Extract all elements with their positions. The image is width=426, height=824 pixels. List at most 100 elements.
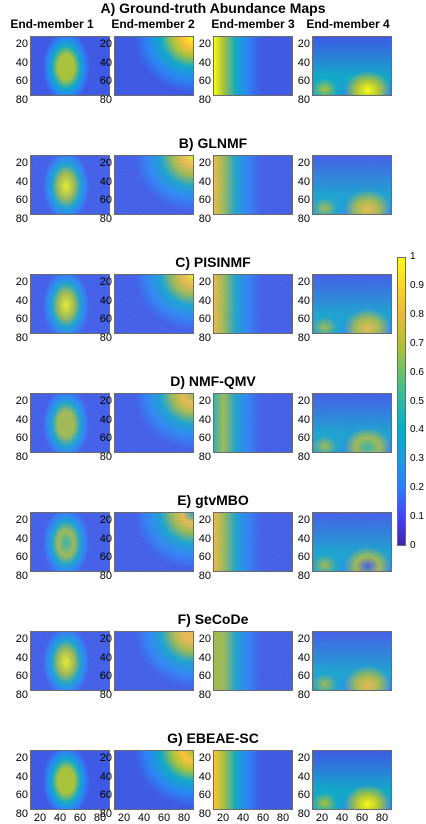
y-tick-label: 60 [297, 670, 310, 682]
x-tick-label: 60 [256, 812, 270, 824]
y-tick-label: 20 [297, 157, 310, 169]
row-title: C) PISINMF [175, 254, 251, 270]
y-tick-label: 40 [15, 770, 28, 783]
y-tick-label: 60 [15, 789, 28, 801]
x-tick-label: 20 [315, 812, 329, 824]
y-tick-label: 20 [15, 157, 28, 169]
noise-overlay [313, 275, 391, 333]
noise-overlay [214, 394, 292, 452]
y-tick-label: 60 [99, 432, 112, 444]
y-tick-label: 80 [99, 569, 112, 582]
y-tick-label: 20 [198, 157, 211, 169]
noise-overlay [313, 513, 391, 571]
noise-overlay [115, 156, 193, 214]
noise-overlay [31, 513, 109, 571]
y-tick-label: 80 [15, 331, 28, 344]
abundance-map-panel [30, 155, 110, 215]
y-tick-label: 20 [99, 395, 112, 407]
x-tick-label: 20 [216, 812, 230, 824]
y-tick-label: 80 [198, 93, 211, 106]
y-tick-label: 80 [297, 807, 310, 820]
y-tick-label: 60 [198, 432, 211, 444]
y-tick-label: 20 [297, 395, 310, 407]
x-tick-label: 60 [355, 812, 369, 824]
y-tick-label: 60 [15, 313, 28, 325]
y-tick-label: 60 [15, 194, 28, 206]
y-tick-label: 40 [99, 413, 112, 426]
y-tick-label: 60 [198, 194, 211, 206]
colorbar-tick-label: 0.9 [410, 279, 424, 291]
colorbar-tick-label: 0.3 [410, 453, 424, 465]
abundance-map-panel [312, 274, 392, 334]
y-tick-label: 40 [15, 294, 28, 307]
y-tick-label: 80 [99, 331, 112, 344]
y-tick-label: 40 [99, 532, 112, 545]
y-tick-label: 80 [15, 93, 28, 106]
y-tick-label: 60 [99, 789, 112, 801]
abundance-map-panel [114, 631, 194, 691]
y-tick-label: 60 [15, 670, 28, 682]
x-tick-label: 20 [33, 812, 47, 824]
y-tick-label: 80 [198, 569, 211, 582]
abundance-map-panel [213, 36, 293, 96]
y-tick-label: 60 [297, 432, 310, 444]
noise-overlay [214, 275, 292, 333]
row-title: E) gtvMBO [177, 492, 249, 508]
y-tick-label: 60 [297, 75, 310, 87]
y-tick-label: 40 [15, 413, 28, 426]
y-tick-label: 60 [198, 313, 211, 325]
y-tick-label: 20 [198, 276, 211, 288]
y-tick-label: 40 [198, 413, 211, 426]
row-title: D) NMF-QMV [170, 373, 256, 389]
y-tick-label: 20 [297, 752, 310, 764]
abundance-map-panel [213, 512, 293, 572]
abundance-map-panel [114, 155, 194, 215]
y-tick-label: 80 [198, 807, 211, 820]
noise-overlay [31, 394, 109, 452]
y-tick-label: 40 [297, 532, 310, 545]
abundance-map-panel [30, 274, 110, 334]
y-tick-label: 80 [15, 212, 28, 225]
noise-overlay [214, 632, 292, 690]
colorbar [397, 257, 406, 546]
noise-overlay [313, 156, 391, 214]
column-title-4: End-member 4 [306, 17, 390, 31]
abundance-map-panel [114, 393, 194, 453]
abundance-map-panel [312, 631, 392, 691]
row-title: B) GLNMF [178, 135, 248, 151]
noise-overlay [115, 275, 193, 333]
y-tick-label: 80 [15, 807, 28, 820]
y-tick-label: 20 [15, 752, 28, 764]
y-tick-label: 60 [198, 551, 211, 563]
colorbar-tick-label: 0 [410, 540, 416, 551]
y-tick-label: 20 [15, 38, 28, 50]
y-tick-label: 20 [198, 514, 211, 526]
abundance-map-panel [114, 36, 194, 96]
y-tick-label: 40 [297, 175, 310, 188]
colorbar-tick-label: 0.4 [410, 424, 424, 436]
abundance-map-panel [312, 155, 392, 215]
y-tick-label: 60 [198, 789, 211, 801]
y-tick-label: 20 [297, 633, 310, 645]
y-tick-label: 40 [198, 532, 211, 545]
x-tick-label: 40 [236, 812, 250, 824]
y-tick-label: 60 [198, 670, 211, 682]
y-tick-label: 40 [198, 175, 211, 188]
y-tick-label: 20 [198, 633, 211, 645]
y-tick-label: 20 [15, 395, 28, 407]
y-tick-label: 60 [99, 194, 112, 206]
y-tick-label: 20 [99, 633, 112, 645]
y-tick-label: 60 [198, 75, 211, 87]
y-tick-label: 80 [15, 569, 28, 582]
noise-overlay [313, 394, 391, 452]
y-tick-label: 80 [297, 569, 310, 582]
y-tick-label: 80 [198, 331, 211, 344]
y-tick-label: 40 [297, 413, 310, 426]
abundance-map-panel [30, 393, 110, 453]
colorbar-tick-label: 0.7 [410, 337, 424, 349]
x-tick-label: 40 [335, 812, 349, 824]
abundance-map-panel [30, 36, 110, 96]
x-tick-label: 40 [137, 812, 151, 824]
y-tick-label: 40 [15, 175, 28, 188]
y-tick-label: 60 [15, 551, 28, 563]
